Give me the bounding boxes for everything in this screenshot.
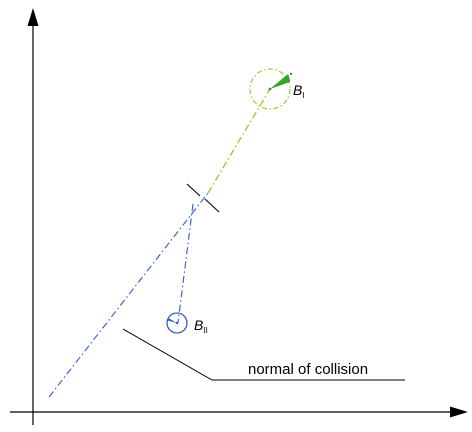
- body-two-subscript: II: [203, 326, 207, 335]
- body-two: [166, 312, 188, 334]
- normal-label: normal of collision: [248, 361, 368, 378]
- body-one-subscript: I: [302, 91, 304, 100]
- body-one-sector: [270, 74, 290, 89]
- body-one-circle: [249, 68, 291, 110]
- body-one-letter: B: [293, 82, 302, 98]
- body-two-letter: B: [194, 317, 203, 333]
- tangent-tick-left: [186, 183, 201, 197]
- line-to-body-two: [177, 203, 194, 324]
- body-one-center: [268, 87, 272, 91]
- body-two-center: [175, 321, 179, 325]
- x-axis-arrow: [450, 406, 468, 418]
- body-one-label: BI: [293, 82, 305, 100]
- body-two-circle: [166, 312, 188, 334]
- normal-line-lower: [48, 192, 209, 398]
- body-two-sector: [167, 318, 177, 323]
- normal-leader-line: [122, 328, 405, 381]
- body-one: [249, 68, 291, 110]
- y-axis-arrow: [27, 8, 39, 26]
- normal-line-upper: [207, 88, 271, 194]
- tangent-tick-right: [204, 198, 220, 213]
- body-one-label-dot: [290, 73, 292, 75]
- body-two-label: BII: [194, 317, 208, 335]
- axes: [10, 8, 468, 425]
